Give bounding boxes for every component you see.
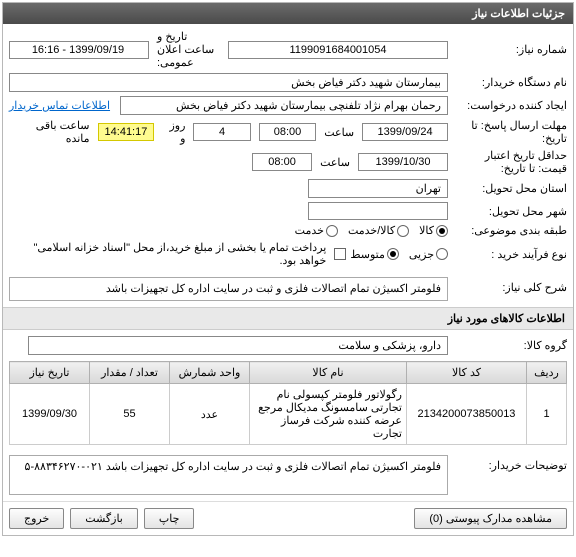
- deliver-prov-label: استان محل تحویل:: [452, 182, 567, 195]
- buyer-org-label: نام دستگاه خریدار:: [452, 76, 567, 89]
- cell-unit: عدد: [170, 384, 250, 445]
- deliver-prov: تهران: [308, 179, 448, 198]
- radio-micro[interactable]: جزیی: [409, 248, 448, 261]
- cell-date: 1399/09/30: [10, 384, 90, 445]
- days-label: روز و: [158, 119, 189, 145]
- time-label-2: ساعت: [316, 156, 354, 169]
- col-name: نام کالا: [250, 362, 407, 384]
- creator-label: ایجاد کننده درخواست:: [452, 99, 567, 112]
- panel-title: جزئیات اطلاعات نیاز: [3, 3, 573, 24]
- deliver-city: [308, 202, 448, 220]
- time-label-1: ساعت: [320, 126, 358, 139]
- deadline-label: مهلت ارسال پاسخ: تا تاریخ:: [452, 119, 567, 145]
- radio-dot-icon: [436, 248, 448, 260]
- goods-group: دارو، پزشکی و سلامت: [28, 336, 448, 355]
- prepay-note: پرداخت تمام یا بخشی از مبلغ خرید،از محل …: [9, 241, 330, 267]
- items-table: ردیف کد کالا نام کالا واحد شمارش تعداد /…: [9, 361, 567, 445]
- radio-dot-icon: [436, 225, 448, 237]
- col-code: کد کالا: [407, 362, 527, 384]
- group-label: طبقه بندی موضوعی:: [452, 224, 567, 237]
- exit-button[interactable]: خروج: [9, 508, 64, 529]
- buyer-notes-label: توضیحات خریدار:: [452, 455, 567, 472]
- announce-label: تاریخ و ساعت اعلان عمومی:: [153, 30, 224, 69]
- attachments-button[interactable]: مشاهده مدارک پیوستی (0): [414, 508, 567, 529]
- back-button[interactable]: بازگشت: [70, 508, 138, 529]
- radio-goods-service[interactable]: کالا/خدمت: [348, 224, 409, 237]
- goods-group-label: گروه کالا:: [452, 339, 567, 352]
- radio-dot-icon: [326, 225, 338, 237]
- col-unit: واحد شمارش: [170, 362, 250, 384]
- announce-field: 1399/09/19 - 16:16: [9, 41, 149, 59]
- panel-body: شماره نیاز: 1199091684001054 تاریخ و ساع…: [3, 24, 573, 307]
- min-valid-time: 08:00: [252, 153, 312, 171]
- desc-label: شرح کلی نیاز:: [452, 277, 567, 294]
- table-row[interactable]: 1 2134200073850013 رگولاتور فلومتر کپسول…: [10, 384, 567, 445]
- deliver-city-label: شهر محل تحویل:: [452, 205, 567, 218]
- min-valid-date: 1399/10/30: [358, 153, 448, 171]
- radio-medium[interactable]: متوسط: [350, 248, 399, 261]
- deadline-date: 1399/09/24: [362, 123, 448, 141]
- need-no-label: شماره نیاز:: [452, 43, 567, 56]
- col-date: تاریخ نیاز: [10, 362, 90, 384]
- group-radios: کالا کالا/خدمت خدمت: [295, 224, 448, 237]
- details-panel: جزئیات اطلاعات نیاز شماره نیاز: 11990916…: [2, 2, 574, 536]
- cell-name: رگولاتور فلومتر کپسولی نام تجارتی سامسون…: [250, 384, 407, 445]
- col-idx: ردیف: [527, 362, 567, 384]
- creator-field: رحمان بهرام نژاد تلفنچی بیمارستان شهید د…: [120, 96, 448, 115]
- print-button[interactable]: چاپ: [144, 508, 195, 529]
- contact-link[interactable]: اطلاعات تماس خریدار: [9, 99, 116, 112]
- radio-dot-icon: [387, 248, 399, 260]
- cell-code: 2134200073850013: [407, 384, 527, 445]
- buyer-notes: فلومتر اکسیژن تمام اتصالات فلزی و ثبت در…: [9, 455, 448, 495]
- process-label: نوع فرآیند خرید :: [452, 248, 567, 261]
- radio-goods[interactable]: کالا: [419, 224, 448, 237]
- cell-qty: 55: [90, 384, 170, 445]
- days-remaining: 4: [193, 123, 250, 141]
- process-radios: جزیی متوسط: [350, 248, 448, 261]
- remain-label: ساعت باقی مانده: [9, 119, 94, 145]
- buyer-org-field: بیمارستان شهید دکتر فیاض بخش: [9, 73, 448, 92]
- desc-text: فلومتر اکسیژن تمام اتصالات فلزی و ثبت در…: [9, 277, 448, 301]
- countdown: 14:41:17: [98, 123, 155, 141]
- cell-idx: 1: [527, 384, 567, 445]
- need-no-field: 1199091684001054: [228, 41, 448, 59]
- table-header-row: ردیف کد کالا نام کالا واحد شمارش تعداد /…: [10, 362, 567, 384]
- radio-service[interactable]: خدمت: [295, 224, 338, 237]
- items-header: اطلاعات کالاهای مورد نیاز: [3, 307, 573, 330]
- col-qty: تعداد / مقدار: [90, 362, 170, 384]
- radio-dot-icon: [397, 225, 409, 237]
- prepay-checkbox[interactable]: [334, 248, 346, 260]
- deadline-time: 08:00: [259, 123, 316, 141]
- footer: مشاهده مدارک پیوستی (0) چاپ بازگشت خروج: [3, 501, 573, 535]
- min-valid-label: حداقل تاریخ اعتبار قیمت: تا تاریخ:: [452, 149, 567, 175]
